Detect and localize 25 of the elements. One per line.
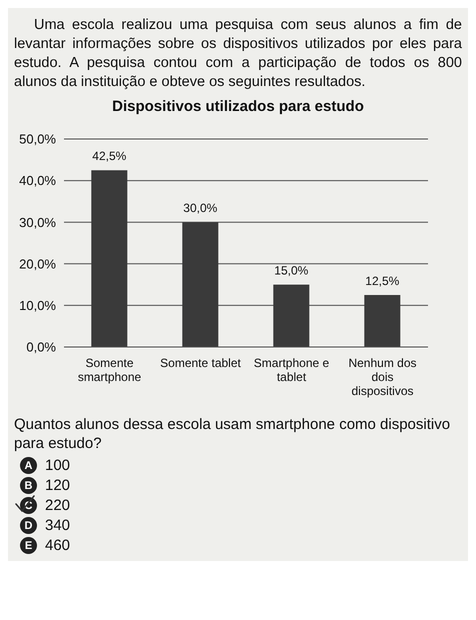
text: A 100 xyxy=(24,457,70,474)
chart-title: Dispositivos utilizados para estudo xyxy=(111,98,365,115)
x-tick-label: Somente tablet xyxy=(160,356,242,370)
x-tick-label: Somente smartphone xyxy=(78,356,142,384)
x-tick-label: Smartphone e tablet xyxy=(254,356,330,384)
data-label: 42,5% xyxy=(92,149,127,164)
text: E 460 xyxy=(24,537,70,554)
bar xyxy=(273,284,310,347)
text: D 340 xyxy=(24,517,70,534)
y-tick-label: 30,0% xyxy=(19,214,56,230)
text: Quantos alunos dessa escola usam smartphone como dispositivo para estudo? xyxy=(14,415,452,453)
y-tick-label: 10,0% xyxy=(19,298,56,314)
bar xyxy=(364,295,400,347)
data-label: 30,0% xyxy=(183,201,218,216)
x-tick-label: Nenhum dos dois dispositivos xyxy=(348,356,417,398)
y-tick-label: 20,0% xyxy=(19,256,56,272)
y-tick-label: 40,0% xyxy=(19,173,56,188)
data-label: 15,0% xyxy=(274,264,309,278)
data-label: 12,5% xyxy=(365,274,400,288)
bar xyxy=(91,170,128,347)
chart-subtitle: Uma escola realizou uma pesquisa com seus alunos a fim de levantar informações sobre os dispositivos utilizados por eles para estudo. A pesquisa contou com a participação de todos os 800 alunos da instituição e obteve os seguintes resultados. xyxy=(14,16,462,92)
y-tick-label: 50,0% xyxy=(19,132,56,147)
bar xyxy=(182,222,218,347)
text: B 120 xyxy=(24,477,70,494)
y-tick-label: 0,0% xyxy=(26,340,56,355)
